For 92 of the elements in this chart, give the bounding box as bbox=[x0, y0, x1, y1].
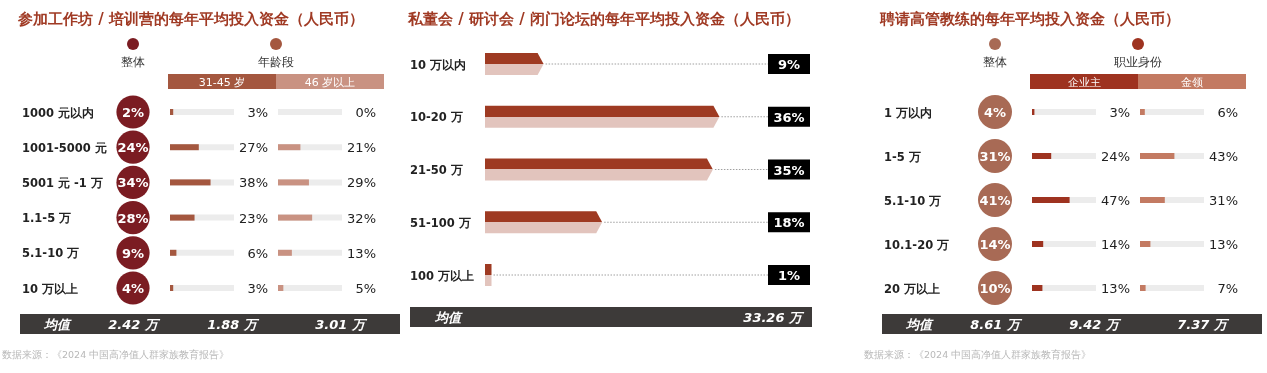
data-label: 10% bbox=[979, 281, 1011, 296]
category-label: 1001-5000 元 bbox=[22, 140, 107, 155]
bar bbox=[170, 285, 174, 291]
data-label: 0% bbox=[355, 105, 376, 120]
data-label: 41% bbox=[979, 193, 1011, 208]
text: 8.61 万 bbox=[970, 317, 1023, 332]
text: 均值 bbox=[434, 310, 463, 325]
data-label: 5% bbox=[355, 281, 376, 296]
legend-title: 职业身份 bbox=[1114, 55, 1162, 69]
data-label: 14% bbox=[979, 237, 1011, 252]
data-label: 34% bbox=[117, 175, 149, 191]
legend-title: 年龄段 bbox=[258, 55, 294, 69]
bar bbox=[485, 158, 713, 181]
bar bbox=[170, 249, 177, 256]
category-label: 5.1-10 万 bbox=[22, 246, 80, 261]
data-label: 23% bbox=[239, 210, 268, 226]
text: 1.88 万 bbox=[207, 317, 260, 332]
data-label: 18% bbox=[773, 215, 805, 231]
data-label: 24% bbox=[117, 140, 149, 156]
bar bbox=[485, 105, 720, 128]
bar bbox=[278, 285, 284, 291]
data-label: 3% bbox=[1109, 105, 1130, 120]
data-label: 2% bbox=[121, 105, 145, 120]
category-label: 1-5 万 bbox=[884, 149, 921, 164]
bar bbox=[1032, 285, 1043, 291]
text: 企业主 bbox=[1067, 76, 1101, 89]
data-label: 4% bbox=[983, 105, 1007, 120]
chart-title: 私董会 / 研讨会 / 闭门论坛的每年平均投入资金（人民币） bbox=[407, 10, 800, 28]
bar bbox=[1140, 241, 1151, 247]
category-label: 20 万以上 bbox=[884, 281, 941, 296]
data-label: 31% bbox=[1209, 193, 1238, 208]
y-tick-label: 21-50 万 bbox=[410, 163, 463, 177]
text: 9.42 万 bbox=[1069, 317, 1122, 332]
data-label: 3% bbox=[247, 105, 268, 120]
text: 7.37 万 bbox=[1177, 317, 1230, 332]
source-note: 数据来源：《2024 中国高净值人群家族教育报告》 bbox=[864, 349, 1092, 360]
text: 31-45 岁 bbox=[198, 76, 246, 89]
text: 46 岁以上 bbox=[304, 76, 356, 89]
data-label: 43% bbox=[1209, 149, 1238, 164]
data-label: 28% bbox=[117, 210, 149, 226]
bar bbox=[485, 211, 603, 234]
category-label: 1.1-5 万 bbox=[22, 211, 72, 226]
data-label: 36% bbox=[773, 109, 805, 125]
data-label: 35% bbox=[773, 162, 805, 178]
data-label: 38% bbox=[239, 175, 268, 191]
data-label: 29% bbox=[347, 175, 376, 191]
y-tick-label: 100 万以上 bbox=[410, 268, 475, 283]
text: 2.42 万 bbox=[108, 317, 161, 332]
category-label: 10.1-20 万 bbox=[884, 237, 950, 252]
data-label: 7% bbox=[1217, 281, 1238, 296]
source-note: 数据来源：《2024 中国高净值人群家族教育报告》 bbox=[2, 349, 230, 360]
data-label: 4% bbox=[121, 281, 145, 296]
legend-label: 整体 bbox=[983, 55, 1007, 69]
data-label: 24% bbox=[1101, 149, 1130, 164]
y-tick-label: 10-20 万 bbox=[410, 110, 463, 125]
category-label: 5.1-10 万 bbox=[884, 193, 942, 208]
y-tick-label: 51-100 万 bbox=[410, 215, 471, 230]
category-label: 5001 元 -1 万 bbox=[22, 175, 103, 190]
text: 3.01 万 bbox=[315, 317, 368, 332]
data-label: 1% bbox=[777, 268, 801, 283]
data-label: 14% bbox=[1101, 237, 1130, 252]
data-label: 6% bbox=[1217, 105, 1238, 120]
bar bbox=[1032, 241, 1044, 247]
bar bbox=[1140, 109, 1145, 115]
text: 均值 bbox=[905, 317, 934, 332]
data-label: 31% bbox=[979, 149, 1011, 164]
data-label: 13% bbox=[347, 245, 376, 261]
text: 金领 bbox=[1181, 76, 1203, 89]
category-label: 1000 元以内 bbox=[22, 105, 95, 120]
data-label: 47% bbox=[1101, 193, 1130, 208]
bar bbox=[278, 249, 292, 256]
data-label: 6% bbox=[247, 245, 268, 261]
category-label: 10 万以上 bbox=[22, 281, 79, 296]
text: 33.26 万 bbox=[743, 310, 805, 325]
text: 聘请高管教练的每年平均投入资金（人民币） bbox=[879, 10, 1180, 28]
data-label: 3% bbox=[247, 281, 268, 296]
category-label: 1 万以内 bbox=[884, 105, 933, 120]
data-label: 27% bbox=[239, 140, 268, 156]
data-label: 13% bbox=[1209, 237, 1238, 252]
text: 参加工作坊 / 培训营的每年平均投入资金（人民币） bbox=[17, 10, 364, 28]
data-label: 13% bbox=[1101, 281, 1130, 296]
data-label: 21% bbox=[347, 140, 376, 156]
text: 均值 bbox=[43, 317, 72, 332]
bar bbox=[485, 53, 544, 75]
legend-label: 整体 bbox=[121, 55, 145, 69]
data-label: 9% bbox=[121, 245, 145, 261]
data-label: 32% bbox=[347, 210, 376, 226]
bar bbox=[170, 109, 174, 115]
bar bbox=[485, 264, 492, 286]
bar bbox=[1140, 285, 1146, 291]
data-label: 9% bbox=[777, 57, 801, 72]
y-tick-label: 10 万以内 bbox=[410, 57, 467, 72]
